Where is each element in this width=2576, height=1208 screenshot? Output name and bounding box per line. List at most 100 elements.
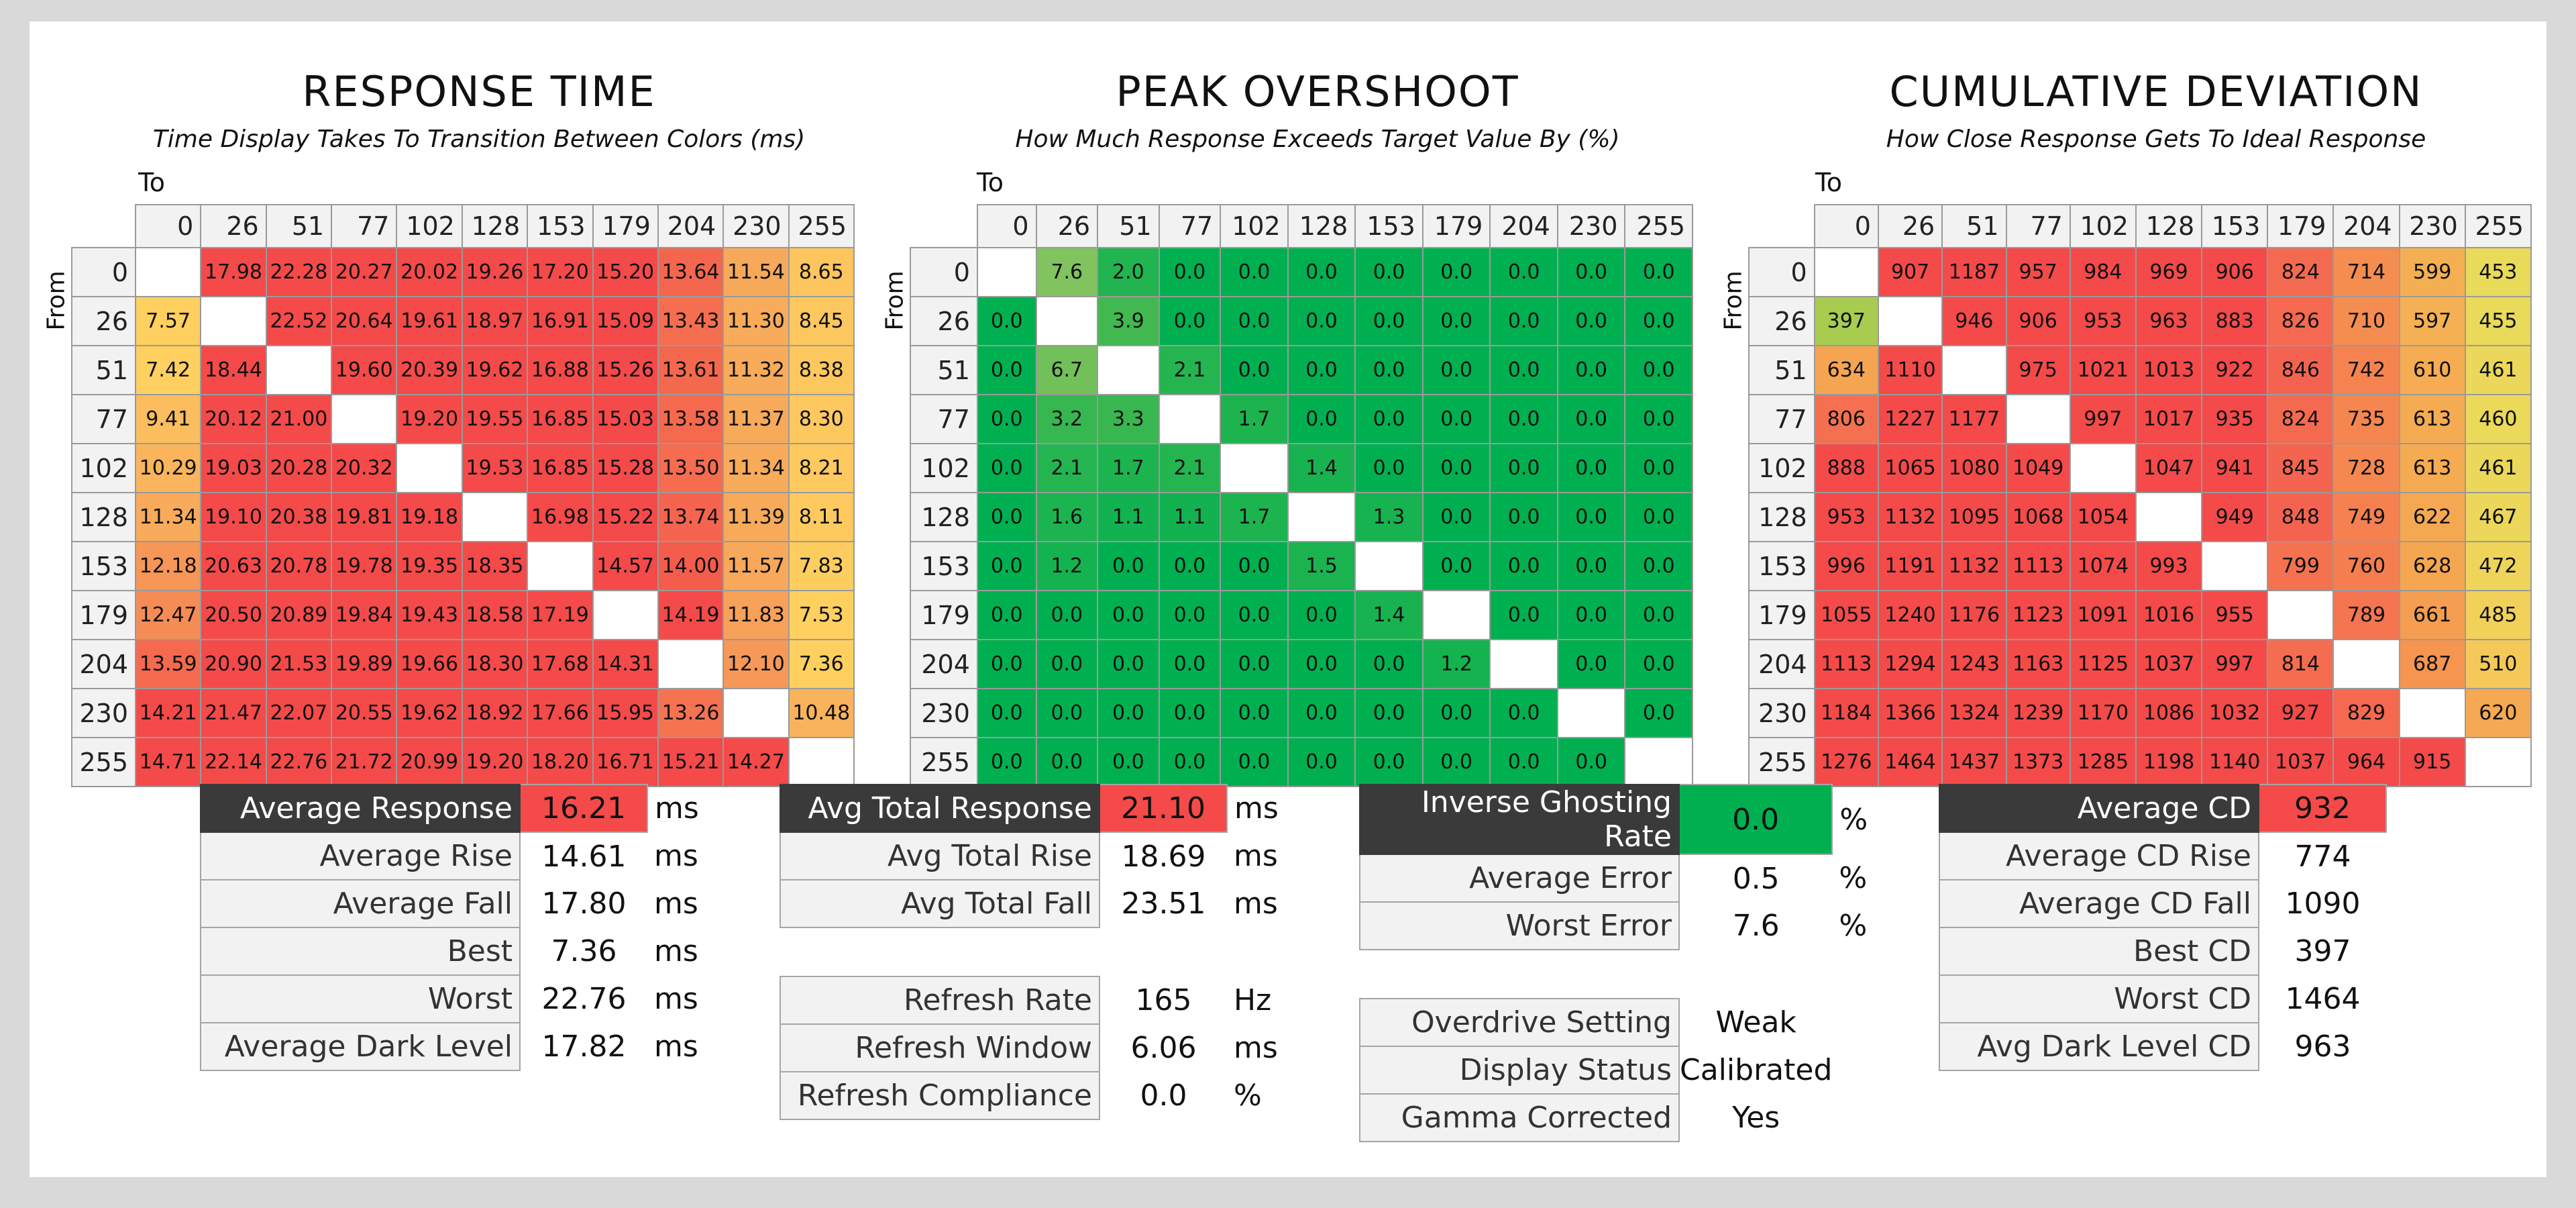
heatmap-cell: 19.20 <box>461 737 529 787</box>
heatmap-cell: 19.18 <box>396 492 463 542</box>
heatmap-cell: 1240 <box>1877 590 1943 640</box>
heatmap-cell: 1074 <box>2069 541 2137 591</box>
to-tick-label: 0 <box>1813 204 1879 248</box>
heatmap-cell: 0.0 <box>1421 345 1491 395</box>
stats-value: Weak <box>1715 1005 1796 1040</box>
stats-unit <box>2386 975 2441 1023</box>
heatmap-cell: 21.53 <box>265 639 333 689</box>
from-axis-label: From <box>881 270 909 331</box>
matrix-row: 26 0.0 3.9 0.0 0.0 0.0 0.0 0.0 0.0 0.0 0.0 <box>910 296 1693 346</box>
heatmap-cell: 11.54 <box>722 247 790 297</box>
heatmap-cell: 1.4 <box>1354 590 1424 640</box>
stats-unit <box>2386 880 2441 927</box>
from-tick-label: 0 <box>1748 247 1815 297</box>
stats-unit: ms <box>1234 1031 1278 1065</box>
heatmap-cell: 799 <box>2267 541 2334 591</box>
heatmap-cell: 19.78 <box>331 541 398 591</box>
heatmap-cell: 17.20 <box>527 247 594 297</box>
heatmap-cell: 19.62 <box>396 688 463 738</box>
heatmap-cell: 15.09 <box>592 296 659 346</box>
heatmap-cell: 13.59 <box>134 639 202 689</box>
heatmap-cell: 996 <box>1813 541 1879 591</box>
heatmap-cell: 806 <box>1813 394 1879 444</box>
heatmap-cell: 3.9 <box>1097 296 1160 346</box>
heatmap-cell: 0.0 <box>1035 639 1099 689</box>
heatmap-cell: 0.0 <box>1097 590 1160 640</box>
heatmap-cell: 15.03 <box>592 394 659 444</box>
deviation-stats-table: Average CD 932 Average CD Rise 774 Average C… <box>1939 784 2442 1071</box>
diagonal-cell <box>527 541 594 591</box>
stats-row: Avg Total Rise 18.69 ms <box>780 832 1281 880</box>
heatmap-cell: 18.92 <box>461 688 529 738</box>
heatmap-cell: 1.3 <box>1354 492 1424 542</box>
heatmap-cell: 0.0 <box>1354 247 1424 297</box>
heatmap-cell: 397 <box>1813 296 1879 346</box>
heatmap-cell: 0.0 <box>1287 296 1356 346</box>
heatmap-cell: 19.84 <box>331 590 398 640</box>
heatmap-cell: 21.00 <box>265 394 333 444</box>
heatmap-cell: 0.0 <box>1489 492 1558 542</box>
heatmap-cell: 0.0 <box>1220 541 1289 591</box>
panel-subtitle: How Much Response Exceeds Target Value B… <box>1015 125 1620 153</box>
matrix-row: 51 7.42 18.44 19.60 20.39 19.62 16.88 15.26 13.6… <box>71 345 855 395</box>
stats-unit: ms <box>654 887 698 921</box>
heatmap-cell: 906 <box>2005 296 2071 346</box>
to-tick-label: 77 <box>331 204 398 248</box>
matrix-row: 153 0.0 1.2 0.0 0.0 0.0 1.5 0.0 0.0 0.0 0.0 <box>910 541 1693 591</box>
to-tick-label: 204 <box>1489 204 1558 248</box>
heatmap-cell: 11.83 <box>722 590 790 640</box>
heatmap-cell: 1021 <box>2069 345 2137 395</box>
heatmap-cell: 20.55 <box>331 688 398 738</box>
heatmap-cell: 0.0 <box>1489 688 1558 738</box>
to-tick-label: 26 <box>1877 204 1943 248</box>
heatmap-cell: 1170 <box>2069 688 2137 738</box>
from-tick-label: 0 <box>910 247 978 297</box>
heatmap-cell: 888 <box>1813 443 1879 493</box>
stats-unit <box>2386 927 2441 975</box>
stats-row: Display Status Calibrated <box>1359 1046 1886 1095</box>
stats-label: Average CD Fall <box>1939 879 2259 928</box>
heatmap-cell: 0.0 <box>1354 345 1424 395</box>
heatmap-cell: 957 <box>2005 247 2071 297</box>
to-tick-label: 153 <box>1354 204 1424 248</box>
heatmap-cell: 1132 <box>1941 541 2007 591</box>
heatmap-cell: 17.19 <box>527 590 594 640</box>
heatmap-cell: 953 <box>2069 296 2137 346</box>
heatmap-cell: 1.2 <box>1035 541 1099 591</box>
stats-value: 0.5 <box>1732 861 1780 896</box>
matrix-row: 255 14.71 22.14 22.76 21.72 20.99 19.20 18.20 16… <box>71 737 855 787</box>
heatmap-cell: 0.0 <box>1556 345 1626 395</box>
matrix-row: 230 1184 1366 1324 1239 1170 1086 1032 927 829 620 <box>1748 688 2532 738</box>
heatmap-cell: 19.43 <box>396 590 463 640</box>
heatmap-cell: 0.0 <box>1220 639 1289 689</box>
stats-unit <box>1832 1094 1886 1142</box>
heatmap-cell: 453 <box>2464 247 2532 297</box>
heatmap-cell: 1095 <box>1941 492 2007 542</box>
stats-label: Refresh Compliance <box>780 1071 1100 1120</box>
heatmap-cell: 0.0 <box>1624 492 1693 542</box>
heatmap-cell: 620 <box>2464 688 2532 738</box>
heatmap-cell: 661 <box>2398 590 2466 640</box>
stats-heading-value: 21.10 <box>1099 784 1228 833</box>
panel-title: RESPONSE TIME <box>302 67 656 116</box>
stats-spacer <box>780 927 1281 976</box>
heatmap-cell: 3.2 <box>1035 394 1099 444</box>
heatmap-cell: 16.88 <box>527 345 594 395</box>
to-tick-label: 26 <box>1035 204 1099 248</box>
heatmap-cell: 8.45 <box>788 296 855 346</box>
heatmap-cell: 0.0 <box>1489 345 1558 395</box>
heatmap-cell: 0.0 <box>976 443 1037 493</box>
stats-row: Average CD Rise 774 <box>1939 832 2441 880</box>
heatmap-cell: 7.36 <box>788 639 855 689</box>
heatmap-cell: 0.0 <box>976 394 1037 444</box>
diagonal-cell <box>200 296 267 346</box>
heatmap-cell: 0.0 <box>1035 737 1099 787</box>
matrix-row: 128 953 1132 1095 1068 1054 949 848 749 622 467 <box>1748 492 2532 542</box>
diagonal-cell <box>1035 296 1099 346</box>
stats-gap <box>780 927 1281 976</box>
heatmap-cell: 0.0 <box>1556 296 1626 346</box>
heatmap-cell: 955 <box>2201 590 2269 640</box>
heatmap-cell: 3.3 <box>1097 394 1160 444</box>
peak-overshoot-matrix: 0 26 51 77 102 128 153 179 204 230 255 0 7.6 2.0 0.0 0.… <box>910 204 1693 787</box>
stats-unit <box>2386 1023 2441 1070</box>
